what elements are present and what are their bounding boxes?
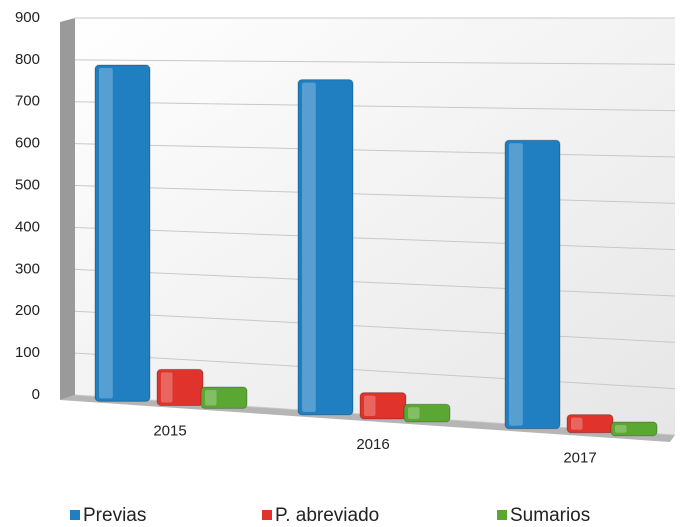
grid-line: [74, 268, 676, 297]
y-tick-label: 900: [15, 9, 40, 26]
grid-line: [74, 226, 676, 251]
x-tick-label: 2017: [563, 450, 596, 467]
legend-swatch: [497, 510, 507, 520]
grid-line: [74, 101, 676, 112]
y-tick-label: 0: [32, 386, 40, 403]
bar: [94, 64, 151, 402]
legend-label: P. abreviado: [275, 505, 379, 526]
bar: [297, 79, 354, 416]
grid-line: [74, 143, 676, 158]
legend-label: Sumarios: [510, 505, 590, 526]
y-tick-label: 400: [15, 218, 40, 235]
legend-swatch: [70, 510, 80, 520]
legend-swatch: [262, 510, 272, 520]
y-tick-label: 200: [15, 302, 40, 319]
x-tick-label: 2016: [356, 436, 389, 453]
back-wall: [60, 18, 675, 435]
bar-highlight: [364, 395, 376, 416]
y-tick-label: 100: [15, 344, 40, 361]
bar-highlight: [302, 82, 316, 412]
bar-highlight: [408, 407, 420, 419]
bar-highlight: [615, 424, 627, 433]
y-tick-label: 800: [15, 51, 40, 68]
bar: [504, 139, 561, 430]
bar: [403, 403, 451, 423]
grid-line: [74, 185, 676, 204]
grid-line: [74, 352, 676, 390]
y-tick-label: 300: [15, 260, 40, 277]
bar-highlight: [205, 389, 217, 406]
grid-line: [74, 310, 676, 343]
x-tick-label: 2015: [153, 422, 186, 439]
bar: [200, 386, 248, 409]
y-tick-label: 500: [15, 177, 40, 194]
bar-highlight: [99, 68, 113, 399]
bar-highlight: [509, 143, 523, 426]
bar-highlight: [161, 372, 173, 403]
bar-highlight: [571, 417, 583, 430]
y-tick-label: 600: [15, 135, 40, 152]
side-wall: [60, 18, 75, 400]
bar: [610, 421, 658, 437]
bar: [156, 368, 204, 406]
grid-line: [74, 59, 676, 65]
y-tick-label: 700: [15, 93, 40, 110]
legend-label: Previas: [83, 505, 146, 526]
